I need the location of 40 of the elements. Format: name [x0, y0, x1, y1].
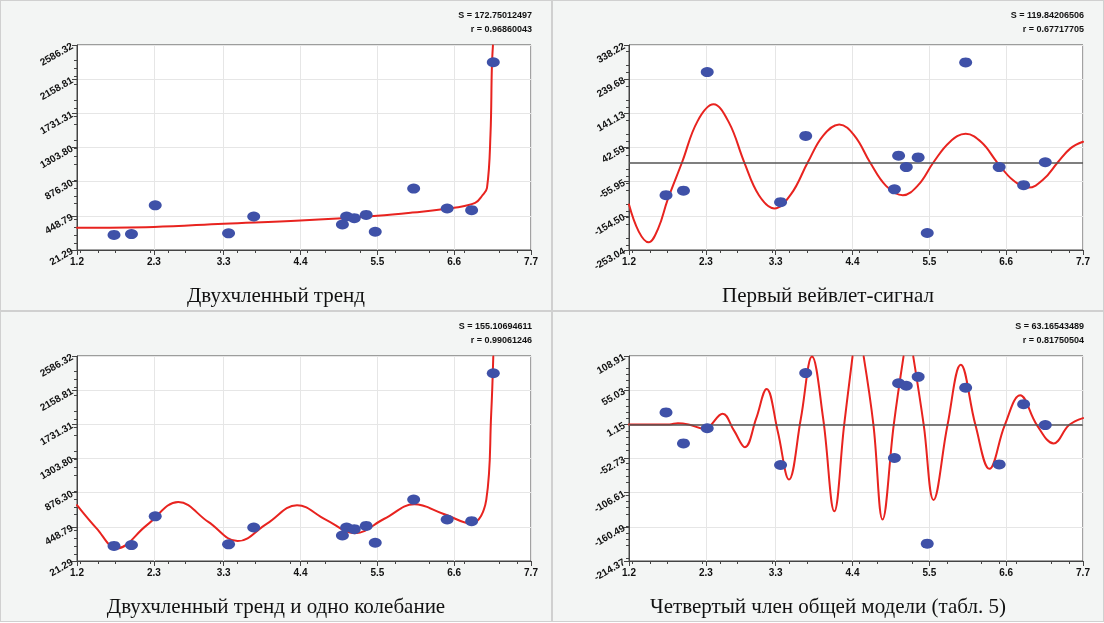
x-tick-label: 7.7: [524, 566, 539, 578]
x-tick-label: 4.4: [293, 255, 308, 267]
text: Двухчленный тренд: [186, 282, 366, 307]
x-tick-label: 2.3: [146, 255, 162, 267]
x-tick-label: 5.5: [922, 255, 937, 267]
text: Четвертый член общей модели (табл. 5): [650, 593, 1006, 618]
text: S = 119.84206506: [1010, 9, 1085, 20]
text: Двухчленный тренд и одно колебание: [106, 593, 446, 618]
x-tick-label: 3.3: [768, 566, 784, 578]
x-tick-label: 7.7: [1076, 255, 1091, 267]
x-tick-label: 3.3: [216, 255, 232, 267]
x-tick-label: 6.6: [999, 566, 1014, 578]
x-tick-label: 7.7: [524, 255, 539, 267]
x-tick-label: 4.4: [845, 566, 860, 578]
x-tick-label: 3.3: [768, 255, 784, 267]
text: Первый вейвлет-сигнал: [722, 282, 934, 307]
x-tick-label: 3.3: [216, 566, 232, 578]
text: r = 0.96860043: [470, 23, 532, 34]
x-tick-label: 1.2: [622, 566, 637, 578]
x-tick-label: 7.7: [1076, 566, 1091, 578]
y-tick-label: 1.15: [604, 419, 628, 439]
x-tick-label: 6.6: [447, 255, 462, 267]
text: S = 63.16543489: [1015, 320, 1085, 331]
y-tick-label: 42.59: [599, 142, 628, 165]
x-tick-label: 6.6: [447, 566, 462, 578]
x-tick-label: 5.5: [922, 566, 937, 578]
text: S = 155.10694611: [458, 320, 533, 331]
y-tick-label: 55.03: [599, 385, 628, 408]
text: S = 172.75012497: [458, 9, 533, 20]
x-tick-label: 4.4: [293, 566, 308, 578]
x-tick-label: 5.5: [370, 566, 385, 578]
text: r = 0.67717705: [1022, 23, 1084, 34]
x-tick-label: 2.3: [698, 255, 714, 267]
x-tick-label: 5.5: [370, 255, 385, 267]
text: r = 0.81750504: [1022, 334, 1084, 345]
x-tick-label: 2.3: [146, 566, 162, 578]
x-tick-label: 4.4: [845, 255, 860, 267]
x-tick-label: 2.3: [698, 566, 714, 578]
x-tick-label: 6.6: [999, 255, 1014, 267]
text: r = 0.99061246: [470, 334, 532, 345]
